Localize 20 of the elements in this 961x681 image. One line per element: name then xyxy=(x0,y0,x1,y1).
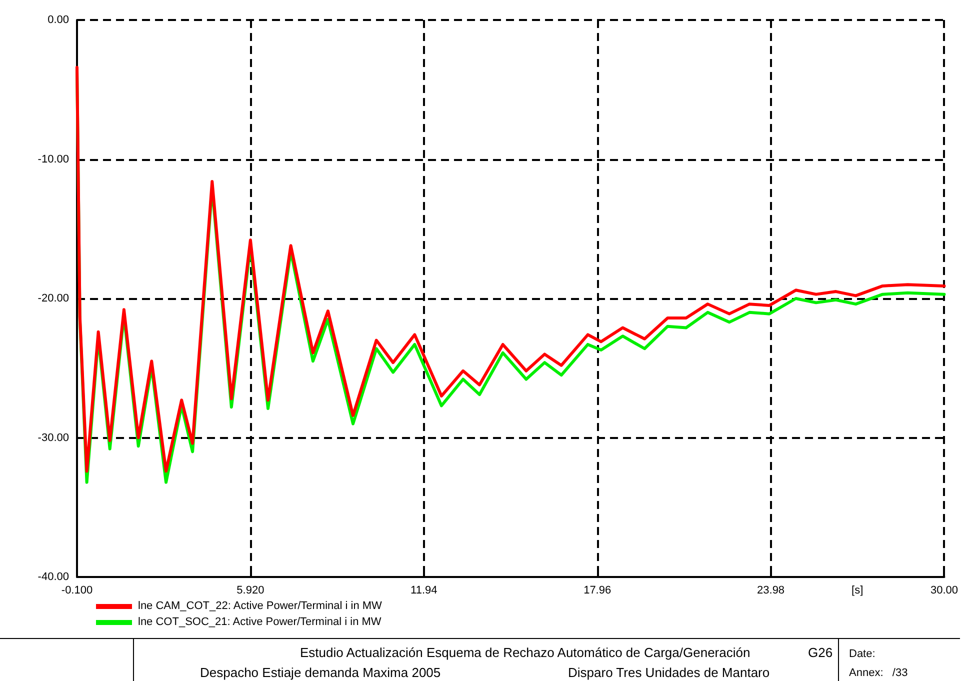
text: G26 xyxy=(808,645,833,660)
x-tick-label: 11.94 xyxy=(410,584,438,596)
x-tick-label: 5.920 xyxy=(236,584,264,596)
text: Estudio Actualización Esquema de Rechazo Automático de Carga/Generación xyxy=(300,645,750,660)
x-tick-label: -0.100 xyxy=(61,584,93,596)
x-tick-label: 17.96 xyxy=(584,584,612,596)
legend-label: lne COT_SOC_21: Active Power/Terminal i in MW xyxy=(138,615,382,630)
y-tick-label: -40.00 xyxy=(38,571,69,583)
y-tick-label: -10.00 xyxy=(38,153,69,166)
legend-label: lne CAM_COT_22: Active Power/Terminal i in MW xyxy=(138,599,382,614)
text: Annex: /33 xyxy=(849,667,908,679)
y-tick-label: -30.00 xyxy=(38,432,69,444)
text: Despacho Estiaje demanda Maxima 2005 xyxy=(200,665,441,680)
x-tick-label: 23.98 xyxy=(757,584,785,596)
x-tick-label: 30.00 xyxy=(930,584,958,596)
text: Disparo Tres Unidades de Mantaro xyxy=(568,665,770,680)
y-tick-label: 0.00 xyxy=(48,14,69,26)
x-axis-title: [s] xyxy=(852,584,864,596)
text: Date: xyxy=(849,648,876,660)
y-tick-label: -20.00 xyxy=(38,292,69,304)
